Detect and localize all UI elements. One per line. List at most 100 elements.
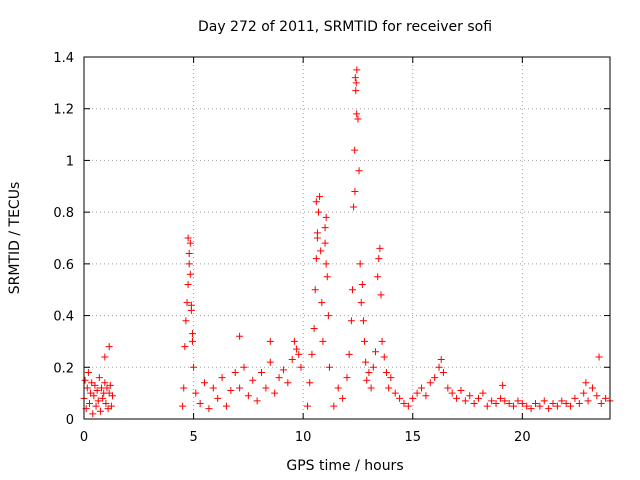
data-point	[284, 379, 292, 387]
data-point	[488, 397, 496, 405]
data-point	[83, 384, 91, 392]
data-point	[209, 384, 217, 392]
data-point	[304, 402, 312, 410]
data-point	[179, 402, 187, 410]
data-point	[107, 402, 115, 410]
data-point	[310, 325, 318, 332]
data-point	[240, 363, 248, 371]
data-point	[391, 389, 399, 397]
data-point	[567, 402, 575, 410]
y-tick-label: 0.4	[53, 310, 74, 325]
y-tick-label: 1.2	[53, 103, 74, 118]
data-point	[311, 286, 319, 294]
data-point	[422, 392, 430, 400]
data-point	[371, 348, 379, 356]
data-point	[89, 410, 97, 418]
data-point	[343, 374, 351, 382]
data-point	[92, 402, 100, 410]
data-point	[323, 273, 331, 281]
data-point	[466, 392, 474, 400]
data-point	[396, 394, 404, 402]
data-point	[593, 392, 601, 400]
data-point	[353, 66, 361, 74]
data-point	[499, 381, 507, 389]
data-point	[514, 397, 522, 405]
data-point	[369, 363, 377, 371]
data-point	[95, 374, 103, 382]
data-point	[321, 239, 329, 247]
data-point	[227, 387, 235, 395]
data-point	[357, 299, 365, 307]
y-tick-label: 1.4	[53, 51, 74, 66]
data-point	[597, 399, 605, 407]
data-point	[353, 110, 361, 118]
data-point	[404, 402, 412, 410]
data-point	[290, 337, 298, 345]
data-point	[588, 384, 596, 392]
data-point	[317, 247, 325, 255]
data-point	[324, 312, 332, 320]
data-point	[186, 270, 194, 278]
plot-frame	[83, 56, 611, 420]
y-tick-label: 0.6	[53, 258, 74, 273]
data-point	[187, 306, 195, 314]
data-point	[101, 379, 109, 387]
data-point	[183, 299, 191, 307]
data-point	[409, 394, 417, 402]
data-point	[571, 394, 579, 402]
y-tick-label: 0	[66, 413, 74, 428]
data-point	[94, 397, 102, 405]
data-point	[361, 337, 369, 345]
data-point	[192, 389, 200, 397]
data-point	[575, 399, 583, 407]
data-point	[376, 244, 384, 252]
data-point	[582, 379, 590, 387]
data-point	[244, 392, 252, 400]
data-point	[334, 384, 342, 392]
data-point	[545, 405, 553, 413]
y-tick-label: 0.2	[53, 361, 74, 376]
x-tick-label: 5	[189, 430, 197, 445]
data-point	[444, 384, 452, 392]
data-point	[266, 337, 274, 345]
data-point	[190, 363, 198, 371]
data-point	[501, 397, 509, 405]
data-point	[253, 397, 261, 405]
data-point	[352, 87, 360, 95]
data-point	[279, 366, 287, 374]
data-point	[306, 379, 314, 387]
data-point	[437, 356, 445, 364]
data-point	[584, 397, 592, 405]
data-point	[318, 299, 326, 307]
data-point	[475, 394, 482, 402]
data-point	[350, 203, 358, 211]
data-point	[322, 260, 330, 268]
data-point	[457, 387, 465, 395]
data-point	[180, 384, 188, 392]
x-axis-label: GPS time / hours	[286, 458, 403, 474]
data-point	[266, 358, 274, 366]
data-point	[96, 407, 104, 415]
data-point	[262, 384, 270, 392]
data-point	[182, 317, 190, 325]
data-point	[385, 384, 393, 392]
data-point	[413, 389, 421, 397]
data-point	[439, 368, 447, 376]
data-point	[275, 374, 283, 382]
data-point	[418, 384, 426, 392]
data-point	[214, 394, 222, 402]
data-point	[380, 353, 388, 361]
data-point	[186, 239, 194, 247]
data-point	[367, 384, 375, 392]
data-point	[387, 374, 395, 382]
data-point	[185, 250, 193, 258]
data-point	[453, 394, 461, 402]
data-point	[184, 281, 192, 289]
data-point	[101, 353, 109, 361]
data-point	[102, 399, 110, 407]
data-point	[105, 343, 113, 351]
data-point	[356, 260, 364, 268]
data-point	[308, 350, 316, 358]
data-point	[188, 330, 196, 338]
data-point	[288, 356, 296, 364]
